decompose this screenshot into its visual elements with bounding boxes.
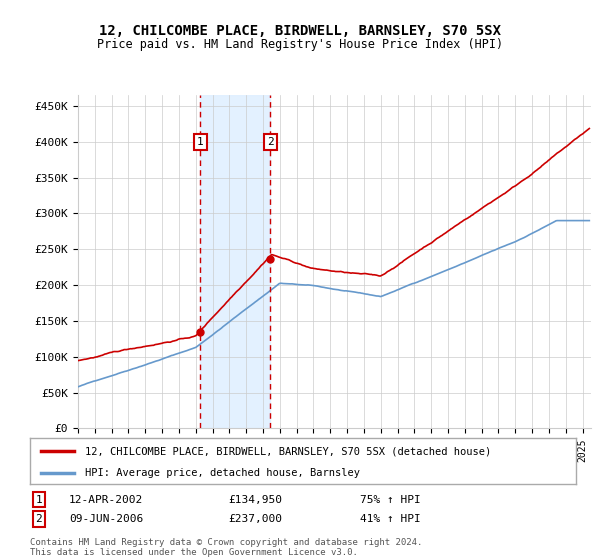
- Text: 2: 2: [267, 137, 274, 147]
- Text: 1: 1: [197, 137, 204, 147]
- Bar: [200, 95, 271, 428]
- Text: 75% ↑ HPI: 75% ↑ HPI: [360, 494, 421, 505]
- Text: 09-JUN-2006: 09-JUN-2006: [69, 514, 143, 524]
- Text: 12, CHILCOMBE PLACE, BIRDWELL, BARNSLEY, S70 5SX (detached house): 12, CHILCOMBE PLACE, BIRDWELL, BARNSLEY,…: [85, 446, 491, 456]
- Text: Price paid vs. HM Land Registry's House Price Index (HPI): Price paid vs. HM Land Registry's House …: [97, 38, 503, 50]
- Text: £237,000: £237,000: [228, 514, 282, 524]
- Text: HPI: Average price, detached house, Barnsley: HPI: Average price, detached house, Barn…: [85, 468, 359, 478]
- Text: 2: 2: [35, 514, 43, 524]
- Text: 1: 1: [35, 494, 43, 505]
- Text: 12, CHILCOMBE PLACE, BIRDWELL, BARNSLEY, S70 5SX: 12, CHILCOMBE PLACE, BIRDWELL, BARNSLEY,…: [99, 24, 501, 38]
- Text: 41% ↑ HPI: 41% ↑ HPI: [360, 514, 421, 524]
- Text: £134,950: £134,950: [228, 494, 282, 505]
- Text: 12-APR-2002: 12-APR-2002: [69, 494, 143, 505]
- Text: Contains HM Land Registry data © Crown copyright and database right 2024.
This d: Contains HM Land Registry data © Crown c…: [30, 538, 422, 557]
